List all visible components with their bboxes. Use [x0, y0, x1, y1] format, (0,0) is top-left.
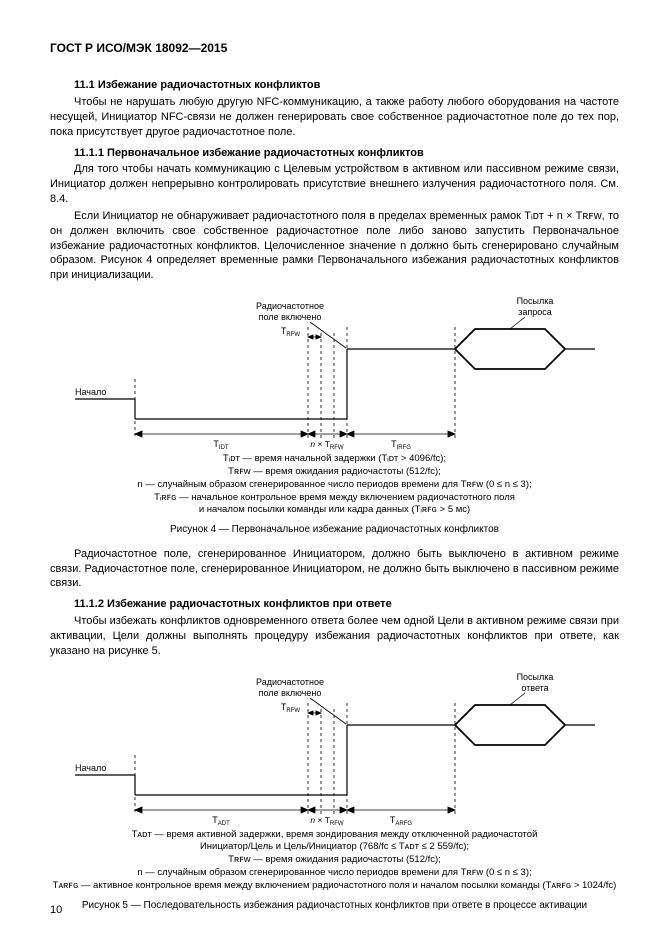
figure-4-caption: Рисунок 4 — Первоначальное избежание рад…	[50, 523, 619, 537]
svg-text:n × TRFW: n × TRFW	[310, 815, 343, 825]
page-number: 10	[50, 903, 62, 918]
fig5-label-response-l2: ответа	[521, 683, 548, 693]
page: ГОСТ Р ИСО/МЭК 18092—2015 11.1 Избежание…	[0, 0, 661, 936]
fig4-label-field-on-l2: поле включено	[258, 312, 321, 322]
section-11-1-title: 11.1 Избежание радиочастотных конфликтов	[50, 78, 619, 93]
fig4-label-field-on-l1: Радиочастотное	[256, 301, 324, 311]
section-11-1-1-p2: Если Инициатор не обнаруживает радиочаст…	[50, 209, 619, 283]
figure-4-diagram: Радиочастотное поле включено Посылка зап…	[75, 289, 595, 449]
fig4-label-start: Начало	[75, 387, 106, 397]
figure-4-legend: Tᵢᴅᴛ — время начальной задержки (Tᵢᴅᴛ > …	[50, 453, 619, 517]
svg-text:TRFW: TRFW	[280, 326, 299, 338]
figure-5-diagram: Радиочастотное поле включено Посылка отв…	[75, 665, 595, 825]
section-11-1-2-p1: Чтобы избежать конфликтов одновременного…	[50, 614, 619, 659]
doc-header: ГОСТ Р ИСО/МЭК 18092—2015	[50, 40, 619, 56]
after-fig4-p1: Радиочастотное поле, сгенерированное Ини…	[50, 547, 619, 592]
fig5-label-field-on-l1: Радиочастотное	[256, 677, 324, 687]
section-11-1-1-p1: Для того чтобы начать коммуникацию с Цел…	[50, 162, 619, 207]
section-11-1-p1: Чтобы не нарушать любую другую NFC-комму…	[50, 95, 619, 140]
figure-5-legend: Tᴀᴅᴛ — время активной задержки, время зо…	[50, 829, 619, 893]
fig5-label-start: Начало	[75, 763, 106, 773]
svg-text:n × TRFW: n × TRFW	[310, 439, 343, 449]
section-11-1-2-title: 11.1.2 Избежание радиочастотных конфликт…	[50, 597, 619, 612]
svg-text:TRFW: TRFW	[280, 702, 299, 714]
fig4-label-request-l1: Посылка	[516, 296, 553, 306]
svg-text:TIDT: TIDT	[213, 439, 229, 449]
svg-text:TARFG: TARFG	[389, 815, 412, 825]
figure-5-caption: Рисунок 5 — Последовательность избежания…	[50, 899, 619, 913]
svg-text:TADT: TADT	[212, 815, 230, 825]
fig4-label-request-l2: запроса	[518, 307, 552, 317]
fig5-label-response-l1: Посылка	[516, 672, 553, 682]
section-11-1-1-title: 11.1.1 Первоначальное избежание радиочас…	[50, 146, 619, 161]
fig5-label-field-on-l2: поле включено	[258, 688, 321, 698]
svg-text:TIRFG: TIRFG	[391, 439, 411, 449]
